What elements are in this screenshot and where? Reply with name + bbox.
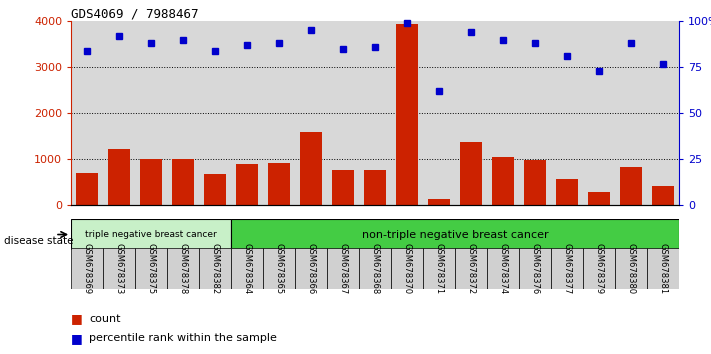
Text: non-triple negative breast cancer: non-triple negative breast cancer [362, 229, 548, 240]
Bar [551, 248, 583, 289]
Bar [300, 132, 322, 205]
Bar [359, 248, 391, 289]
Bar [487, 248, 519, 289]
Bar [492, 156, 514, 205]
Text: GSM678379: GSM678379 [594, 242, 604, 294]
Bar [423, 248, 455, 289]
Bar [428, 199, 450, 205]
Text: GSM678381: GSM678381 [658, 242, 668, 294]
Text: GSM678370: GSM678370 [402, 242, 412, 294]
Text: ■: ■ [71, 312, 83, 325]
Bar [108, 149, 130, 205]
Text: GSM678366: GSM678366 [306, 242, 316, 294]
Bar [71, 248, 103, 289]
Bar [172, 159, 194, 205]
Bar [332, 170, 354, 205]
Bar [652, 186, 674, 205]
Bar [204, 175, 226, 205]
Text: GSM678364: GSM678364 [242, 242, 252, 294]
Bar [364, 170, 386, 205]
Text: GSM678372: GSM678372 [466, 242, 476, 294]
Bar [71, 219, 231, 250]
Bar [583, 248, 615, 289]
Text: GSM678382: GSM678382 [210, 242, 220, 294]
Bar [295, 248, 327, 289]
Bar [524, 160, 546, 205]
Text: count: count [89, 314, 120, 324]
Bar [135, 248, 167, 289]
Bar [231, 248, 263, 289]
Text: GSM678377: GSM678377 [562, 242, 572, 294]
Text: GSM678369: GSM678369 [82, 242, 92, 294]
Text: GSM678374: GSM678374 [498, 242, 508, 294]
Bar [263, 248, 295, 289]
Bar [556, 179, 578, 205]
Bar [76, 173, 98, 205]
Bar [391, 248, 423, 289]
Text: GSM678378: GSM678378 [178, 242, 188, 294]
Text: GSM678373: GSM678373 [114, 242, 124, 294]
Bar [615, 248, 647, 289]
Bar [396, 23, 418, 205]
Bar [455, 248, 487, 289]
Text: disease state: disease state [4, 236, 73, 246]
Text: GSM678376: GSM678376 [530, 242, 540, 294]
Text: GSM678380: GSM678380 [626, 242, 636, 294]
Bar [236, 164, 258, 205]
Bar [140, 159, 162, 205]
Bar [460, 142, 482, 205]
Text: triple negative breast cancer: triple negative breast cancer [85, 230, 217, 239]
Text: GSM678371: GSM678371 [434, 242, 444, 294]
Bar [199, 248, 231, 289]
Text: GSM678375: GSM678375 [146, 242, 156, 294]
Text: GSM678367: GSM678367 [338, 242, 348, 294]
Bar [519, 248, 551, 289]
Bar [167, 248, 199, 289]
Bar [647, 248, 679, 289]
Text: ■: ■ [71, 332, 83, 344]
Bar [268, 164, 290, 205]
Text: percentile rank within the sample: percentile rank within the sample [89, 333, 277, 343]
Text: GDS4069 / 7988467: GDS4069 / 7988467 [71, 7, 198, 20]
Bar [588, 192, 610, 205]
Bar [327, 248, 359, 289]
Bar [103, 248, 135, 289]
Bar [231, 219, 679, 250]
Text: GSM678365: GSM678365 [274, 242, 284, 294]
Bar [620, 167, 642, 205]
Text: GSM678368: GSM678368 [370, 242, 380, 294]
